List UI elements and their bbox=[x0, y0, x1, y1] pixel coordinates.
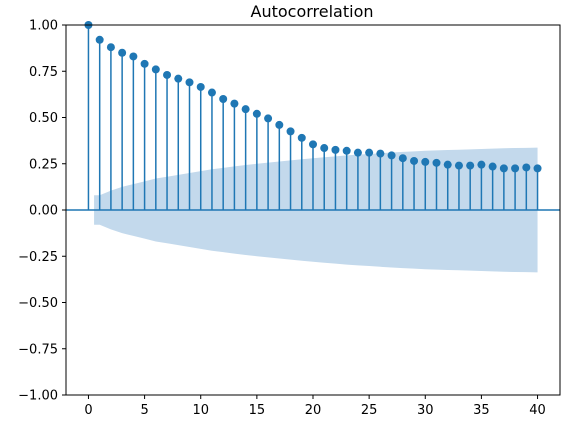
acf-point-lag-24 bbox=[353, 148, 362, 157]
acf-point-lag-6 bbox=[151, 65, 160, 74]
y-tick-label: −1.00 bbox=[18, 389, 58, 404]
y-tick-label: −0.25 bbox=[18, 250, 58, 265]
acf-point-lag-37 bbox=[499, 164, 508, 173]
acf-point-lag-38 bbox=[511, 164, 520, 173]
acf-point-lag-10 bbox=[196, 82, 205, 91]
x-tick-label: 10 bbox=[192, 403, 209, 418]
acf-point-lag-4 bbox=[129, 52, 138, 61]
markers-layer bbox=[84, 21, 542, 173]
acf-point-lag-34 bbox=[466, 161, 475, 170]
acf-point-lag-27 bbox=[387, 151, 396, 160]
x-tick-label: 40 bbox=[529, 403, 546, 418]
acf-point-lag-28 bbox=[398, 154, 407, 163]
y-tick-label: 0.75 bbox=[29, 65, 58, 80]
x-tick-label: 25 bbox=[361, 403, 378, 418]
acf-point-lag-20 bbox=[309, 140, 317, 149]
acf-point-lag-7 bbox=[163, 70, 172, 79]
x-tick-label: 30 bbox=[417, 403, 434, 418]
acf-point-lag-18 bbox=[286, 127, 295, 136]
x-ticks-layer: 0 5 10 15 20 25 30 35 40 bbox=[84, 395, 546, 418]
acf-point-lag-15 bbox=[252, 109, 261, 118]
acf-point-lag-25 bbox=[365, 148, 374, 157]
x-tick-label: 20 bbox=[305, 403, 322, 418]
acf-point-lag-13 bbox=[230, 99, 239, 108]
y-tick-label: −0.75 bbox=[18, 342, 58, 357]
y-tick-label: 0.00 bbox=[29, 204, 58, 219]
x-tick-label: 0 bbox=[84, 403, 92, 418]
stems-layer bbox=[87, 25, 539, 210]
acf-point-lag-16 bbox=[264, 114, 273, 123]
x-tick-label: 5 bbox=[140, 403, 148, 418]
acf-point-lag-19 bbox=[297, 133, 306, 142]
acf-point-lag-3 bbox=[118, 48, 127, 57]
y-tick-label: 1.00 bbox=[29, 19, 58, 34]
acf-point-lag-11 bbox=[207, 88, 216, 97]
acf-point-lag-36 bbox=[488, 162, 497, 171]
acf-point-lag-2 bbox=[106, 43, 115, 52]
y-tick-label: −0.50 bbox=[18, 296, 58, 311]
acf-point-lag-30 bbox=[421, 157, 430, 166]
acf-point-lag-23 bbox=[342, 146, 351, 155]
x-tick-label: 35 bbox=[473, 403, 490, 418]
acf-point-lag-17 bbox=[275, 120, 284, 129]
y-tick-label: 0.25 bbox=[29, 157, 58, 172]
acf-point-lag-31 bbox=[432, 158, 441, 167]
acf-point-lag-29 bbox=[410, 156, 419, 165]
chart-title: Autocorrelation bbox=[251, 2, 374, 21]
acf-point-lag-33 bbox=[454, 161, 463, 170]
acf-point-lag-22 bbox=[331, 145, 340, 154]
acf-point-lag-5 bbox=[140, 59, 149, 68]
acf-point-lag-8 bbox=[174, 74, 183, 83]
acf-point-lag-26 bbox=[376, 149, 385, 158]
acf-point-lag-14 bbox=[241, 105, 250, 114]
acf-point-lag-9 bbox=[185, 78, 194, 87]
acf-point-lag-1 bbox=[95, 35, 104, 44]
acf-point-lag-32 bbox=[443, 160, 452, 169]
y-tick-label: 0.50 bbox=[29, 111, 58, 126]
acf-point-lag-39 bbox=[522, 163, 531, 172]
acf-point-lag-12 bbox=[219, 95, 228, 103]
x-tick-label: 15 bbox=[249, 403, 266, 418]
acf-point-lag-21 bbox=[320, 144, 329, 153]
y-ticks-layer: −1.00 −0.75 −0.50 −0.25 0.00 0.25 0.50 0.75 1.00 bbox=[18, 19, 66, 404]
acf-point-lag-35 bbox=[477, 160, 486, 169]
acf-point-lag-40 bbox=[533, 164, 542, 173]
